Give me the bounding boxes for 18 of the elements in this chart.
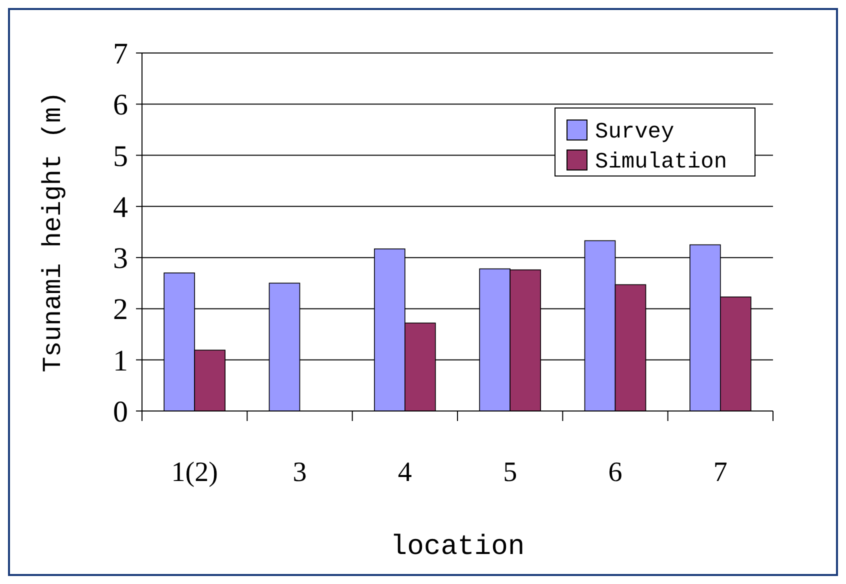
x-tick-label: 5 [503,457,518,488]
y-tick-label: 2 [113,293,128,326]
legend-label: Survey [595,120,674,145]
x-tick-label: 3 [292,457,307,488]
y-tick-label: 0 [113,396,128,428]
y-tick-label: 7 [113,38,128,70]
x-tick-label: 7 [713,457,728,488]
y-tick-label: 1 [113,344,128,378]
y-tick-label: 3 [113,242,128,276]
x-tick-label: 4 [398,457,412,488]
x-axis-title: location [390,532,525,563]
x-tick-label: 6 [608,457,622,488]
y-tick-label: 6 [113,88,128,122]
legend-label: Simulation [595,150,728,175]
y-tick-label: 4 [113,190,128,224]
y-axis-title: Tsunami height (m) [38,92,68,372]
x-tick-label: 1(2) [171,457,218,488]
y-tick-label: 5 [113,140,128,173]
